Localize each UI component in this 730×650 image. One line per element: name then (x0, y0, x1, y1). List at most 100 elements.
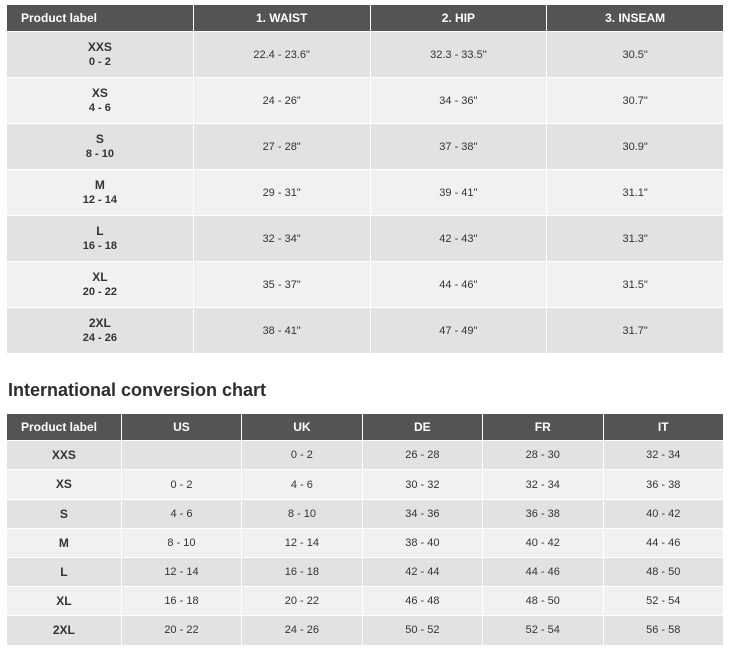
size-label-cell: S (7, 499, 122, 528)
cell-fr: 52 - 54 (483, 616, 603, 645)
size-range: 8 - 10 (15, 147, 185, 162)
size-code: XL (15, 269, 185, 285)
cell-hip: 39 - 41" (370, 170, 547, 216)
cell-it: 36 - 38 (603, 470, 723, 499)
table-row: S4 - 68 - 1034 - 3636 - 3840 - 42 (7, 499, 724, 528)
cell-hip: 34 - 36" (370, 78, 547, 124)
col-it: IT (603, 414, 723, 441)
cell-hip: 37 - 38" (370, 124, 547, 170)
size-label-cell: 2XL24 - 26 (7, 308, 194, 354)
cell-hip: 47 - 49" (370, 308, 547, 354)
cell-inseam: 31.1" (547, 170, 724, 216)
table-row: XS4 - 624 - 26"34 - 36"30.7" (7, 78, 724, 124)
size-label-cell: XXS0 - 2 (7, 32, 194, 78)
size-code: L (15, 223, 185, 239)
table-row: XL16 - 1820 - 2246 - 4848 - 5052 - 54 (7, 587, 724, 616)
col-inseam: 3. INSEAM (547, 5, 724, 32)
cell-de: 42 - 44 (362, 557, 482, 586)
size-range: 4 - 6 (15, 101, 185, 116)
intl-table-header-row: Product label US UK DE FR IT (7, 414, 724, 441)
size-label-cell: S8 - 10 (7, 124, 194, 170)
cell-de: 38 - 40 (362, 528, 482, 557)
cell-de: 50 - 52 (362, 616, 482, 645)
size-label-cell: M12 - 14 (7, 170, 194, 216)
table-row: XS0 - 24 - 630 - 3232 - 3436 - 38 (7, 470, 724, 499)
size-range: 24 - 26 (15, 331, 185, 346)
cell-waist: 24 - 26" (193, 78, 370, 124)
cell-fr: 40 - 42 (483, 528, 603, 557)
size-label-cell: L (7, 557, 122, 586)
cell-fr: 28 - 30 (483, 441, 603, 470)
size-code: XXS (15, 39, 185, 55)
size-range: 12 - 14 (15, 193, 185, 208)
cell-de: 34 - 36 (362, 499, 482, 528)
size-range: 16 - 18 (15, 239, 185, 254)
col-product-label: Product label (7, 5, 194, 32)
cell-waist: 22.4 - 23.6" (193, 32, 370, 78)
cell-inseam: 31.7" (547, 308, 724, 354)
size-range: 0 - 2 (15, 55, 185, 70)
col-uk: UK (242, 414, 362, 441)
cell-it: 40 - 42 (603, 499, 723, 528)
size-label-cell: XS4 - 6 (7, 78, 194, 124)
cell-uk: 0 - 2 (242, 441, 362, 470)
cell-hip: 44 - 46" (370, 262, 547, 308)
size-label-cell: XS (7, 470, 122, 499)
cell-uk: 4 - 6 (242, 470, 362, 499)
size-code: M (15, 177, 185, 193)
cell-uk: 20 - 22 (242, 587, 362, 616)
col-fr: FR (483, 414, 603, 441)
cell-us: 20 - 22 (121, 616, 241, 645)
table-row: XXS 0 - 226 - 2828 - 3032 - 34 (7, 441, 724, 470)
cell-inseam: 30.5" (547, 32, 724, 78)
table-row: M8 - 1012 - 1438 - 4040 - 4244 - 46 (7, 528, 724, 557)
cell-uk: 16 - 18 (242, 557, 362, 586)
col-product-label: Product label (7, 414, 122, 441)
cell-fr: 32 - 34 (483, 470, 603, 499)
cell-it: 56 - 58 (603, 616, 723, 645)
cell-it: 48 - 50 (603, 557, 723, 586)
cell-us: 12 - 14 (121, 557, 241, 586)
cell-waist: 35 - 37" (193, 262, 370, 308)
size-range: 20 - 22 (15, 285, 185, 300)
cell-us: 4 - 6 (121, 499, 241, 528)
cell-de: 46 - 48 (362, 587, 482, 616)
col-waist: 1. WAIST (193, 5, 370, 32)
size-label-cell: L16 - 18 (7, 216, 194, 262)
size-label-cell: M (7, 528, 122, 557)
size-table-header-row: Product label 1. WAIST 2. HIP 3. INSEAM (7, 5, 724, 32)
cell-fr: 44 - 46 (483, 557, 603, 586)
cell-inseam: 30.7" (547, 78, 724, 124)
size-table: Product label 1. WAIST 2. HIP 3. INSEAM … (6, 4, 724, 354)
table-row: XL20 - 2235 - 37"44 - 46"31.5" (7, 262, 724, 308)
cell-hip: 42 - 43" (370, 216, 547, 262)
cell-uk: 8 - 10 (242, 499, 362, 528)
size-label-cell: XL20 - 22 (7, 262, 194, 308)
cell-waist: 29 - 31" (193, 170, 370, 216)
size-label-cell: XXS (7, 441, 122, 470)
intl-conversion-table: Product label US UK DE FR IT XXS0 - 226 … (6, 413, 724, 645)
cell-hip: 32.3 - 33.5" (370, 32, 547, 78)
cell-us (121, 441, 241, 470)
cell-inseam: 31.5" (547, 262, 724, 308)
table-row: L16 - 1832 - 34"42 - 43"31.3" (7, 216, 724, 262)
cell-waist: 27 - 28" (193, 124, 370, 170)
table-row: XXS0 - 222.4 - 23.6"32.3 - 33.5"30.5" (7, 32, 724, 78)
cell-it: 44 - 46 (603, 528, 723, 557)
table-row: M12 - 1429 - 31"39 - 41"31.1" (7, 170, 724, 216)
cell-uk: 12 - 14 (242, 528, 362, 557)
cell-de: 30 - 32 (362, 470, 482, 499)
table-row: L12 - 1416 - 1842 - 4444 - 4648 - 50 (7, 557, 724, 586)
cell-waist: 38 - 41" (193, 308, 370, 354)
cell-it: 52 - 54 (603, 587, 723, 616)
size-code: XS (15, 85, 185, 101)
cell-de: 26 - 28 (362, 441, 482, 470)
size-code: S (15, 131, 185, 147)
col-us: US (121, 414, 241, 441)
size-code: 2XL (15, 315, 185, 331)
cell-us: 0 - 2 (121, 470, 241, 499)
cell-it: 32 - 34 (603, 441, 723, 470)
table-row: 2XL20 - 2224 - 2650 - 5252 - 5456 - 58 (7, 616, 724, 645)
cell-uk: 24 - 26 (242, 616, 362, 645)
cell-inseam: 30.9" (547, 124, 724, 170)
